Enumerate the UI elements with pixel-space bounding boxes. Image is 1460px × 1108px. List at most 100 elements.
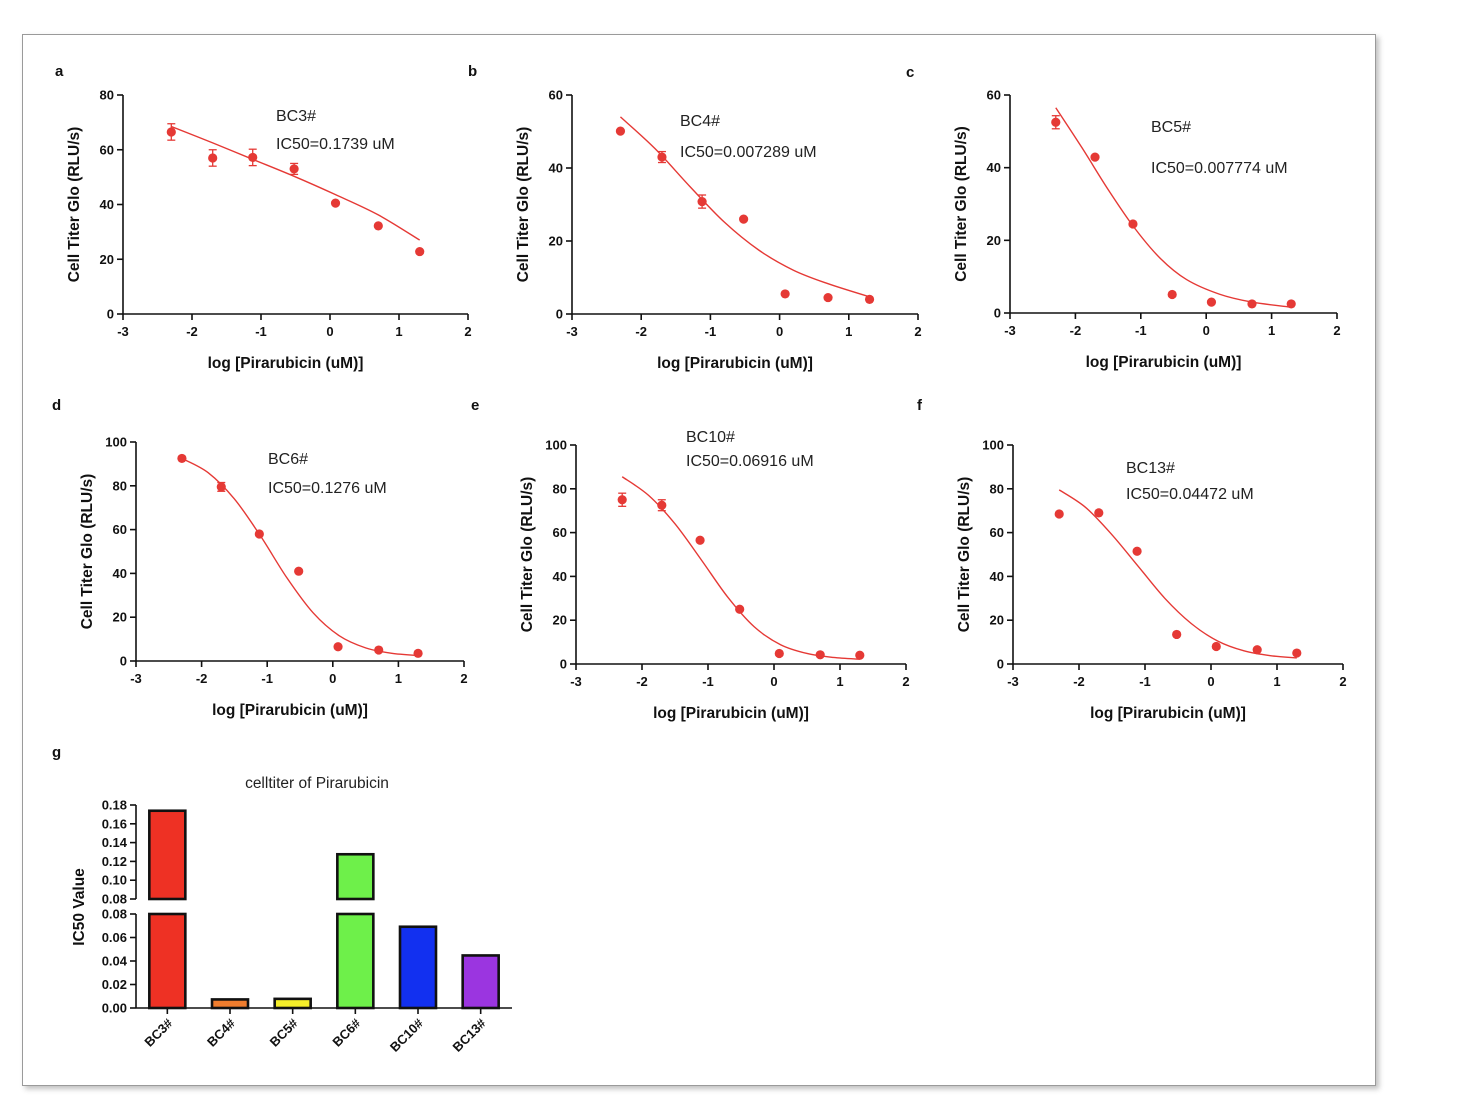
data-point (657, 152, 667, 162)
data-point (1292, 648, 1302, 658)
data-point (1286, 299, 1296, 309)
y-tick-label: 0.04 (102, 954, 128, 969)
panel-label: c (906, 64, 914, 81)
x-tick-label: 1 (1273, 674, 1280, 689)
x-tick-label: BC5# (267, 1015, 302, 1050)
data-point (373, 221, 383, 231)
data-point (780, 289, 790, 299)
data-point (855, 650, 865, 660)
bar-BC3-lower (148, 912, 187, 1010)
y-tick-label: 80 (113, 478, 127, 493)
y-axis-title: Cell Titer Glo (RLU/s) (519, 477, 536, 633)
data-point (289, 164, 299, 174)
x-tick-label: 0 (329, 671, 336, 686)
data-point (254, 529, 264, 539)
y-tick-label: 80 (553, 481, 567, 496)
y-tick-label: 80 (990, 481, 1004, 496)
y-axis-title: Cell Titer Glo (RLU/s) (515, 127, 532, 283)
x-tick-label: 1 (845, 324, 852, 339)
x-tick-label: BC6# (329, 1015, 364, 1050)
data-point (695, 535, 705, 545)
panel-label: d (52, 397, 61, 414)
data-point (735, 604, 745, 614)
y-tick-label: 80 (100, 88, 114, 103)
data-point (415, 246, 425, 257)
x-tick-label: -2 (196, 671, 208, 686)
y-tick-label: 60 (549, 88, 563, 103)
panel-label: g (52, 744, 61, 761)
y-tick-label: 20 (987, 233, 1001, 248)
x-tick-label: 0 (1207, 674, 1214, 689)
data-point (1054, 509, 1064, 519)
data-point (1172, 629, 1182, 640)
x-tick-label: -2 (1073, 674, 1085, 689)
x-axis-title: log [Pirarubicin (uM)] (212, 702, 368, 719)
x-axis-title: log [Pirarubicin (uM)] (1086, 354, 1242, 371)
x-tick-label: -3 (1004, 323, 1016, 338)
panel-label: b (468, 63, 477, 80)
y-tick-label: 0.10 (102, 873, 127, 888)
bar-BC5 (273, 997, 312, 1010)
data-point (177, 453, 187, 464)
x-tick-label: -1 (255, 324, 267, 339)
data-point (1094, 508, 1104, 518)
x-tick-label: -1 (1135, 323, 1147, 338)
data-point (294, 566, 304, 576)
y-tick-label: 0.08 (102, 907, 127, 922)
y-tick-label: 40 (100, 197, 114, 212)
dose-response-panel-c: c 0 20 40 60 -3 -2 -1 0 1 2 Cell Titer Glo (RLU/s) l… (906, 64, 1341, 371)
data-point (615, 126, 626, 136)
y-tick-label: 60 (100, 142, 114, 157)
y-tick-label: 0.08 (102, 892, 127, 907)
y-axis-title: IC50 Value (71, 868, 88, 946)
bar-BC3-upper (148, 809, 187, 901)
data-point (697, 196, 707, 207)
y-tick-label: 0.06 (102, 930, 127, 945)
y-axis-title: Cell Titer Glo (RLU/s) (956, 477, 973, 633)
x-tick-label: 2 (1333, 323, 1340, 338)
y-tick-label: 40 (553, 569, 567, 584)
data-point (413, 648, 423, 658)
x-tick-label: 2 (464, 324, 471, 339)
data-point (1090, 152, 1100, 162)
y-tick-label: 20 (549, 234, 563, 249)
y-tick-label: 0 (560, 657, 567, 672)
y-axis-title: Cell Titer Glo (RLU/s) (79, 474, 96, 630)
y-tick-label: 0 (997, 657, 1004, 672)
x-tick-label: 2 (460, 671, 467, 686)
data-point (1128, 219, 1138, 229)
y-tick-label: 0.02 (102, 977, 127, 992)
x-tick-label: 1 (836, 674, 843, 689)
y-axis-title: Cell Titer Glo (RLU/s) (953, 126, 970, 282)
x-tick-label: -1 (705, 324, 717, 339)
bar-BC6-lower (336, 912, 375, 1010)
x-tick-label: 0 (326, 324, 333, 339)
y-tick-label: 0.18 (102, 798, 127, 813)
y-tick-label: 100 (982, 438, 1004, 453)
data-point (617, 495, 627, 505)
data-point (823, 292, 833, 303)
x-tick-label: 2 (1339, 674, 1346, 689)
sample-name-label: BC6# (268, 451, 308, 468)
y-tick-label: 20 (100, 252, 114, 267)
x-tick-label: -2 (636, 674, 648, 689)
x-tick-label: -3 (117, 324, 129, 339)
x-tick-label: -1 (702, 674, 714, 689)
ic50-label: IC50=0.1276 uM (268, 480, 387, 497)
bar-BC6-upper (336, 852, 375, 901)
figure-frame (22, 34, 1376, 1086)
x-tick-label: 1 (1268, 323, 1275, 338)
x-tick-label: BC13# (450, 1015, 490, 1055)
dose-response-panel-d: d 0 20 40 60 80 100 -3 -2 -1 0 1 2 Cell Titer Glo (RL… (52, 397, 468, 719)
y-axis-title: Cell Titer Glo (RLU/s) (66, 127, 83, 283)
x-tick-label: 0 (1203, 323, 1210, 338)
x-tick-label: -1 (1139, 674, 1151, 689)
sample-name-label: BC13# (1126, 460, 1175, 477)
ic50-label: IC50=0.04472 uM (1126, 486, 1254, 503)
x-tick-label: 2 (902, 674, 909, 689)
x-tick-label: BC4# (204, 1015, 239, 1050)
sample-name-label: BC3# (276, 108, 316, 125)
chart-title: celltiter of Pirarubicin (245, 775, 389, 792)
x-tick-label: -2 (635, 324, 647, 339)
